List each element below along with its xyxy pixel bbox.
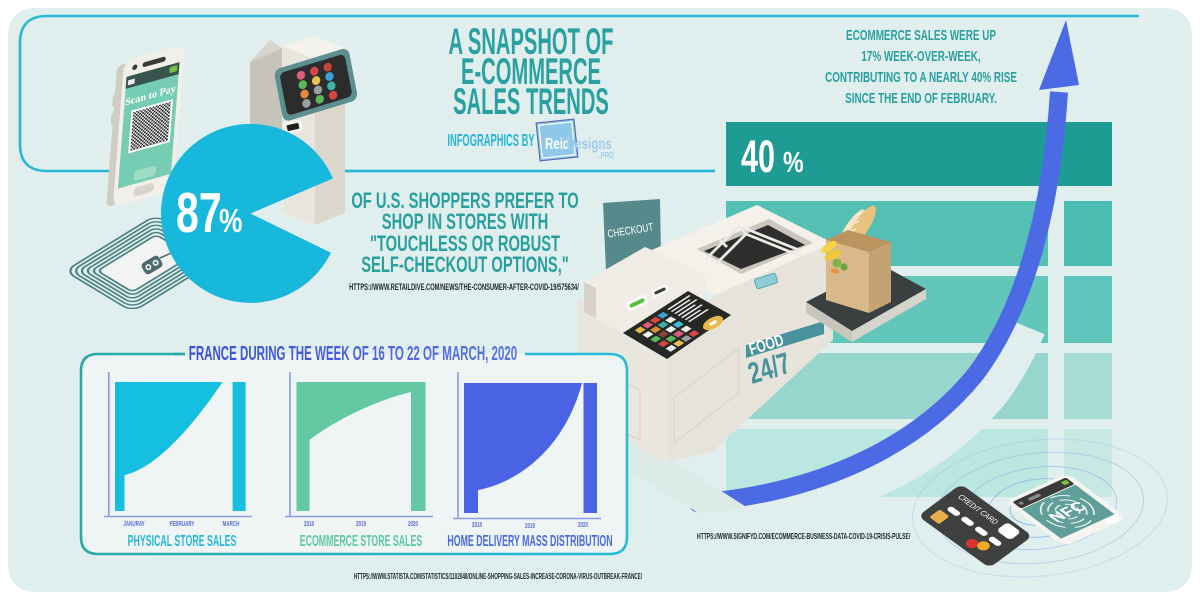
- svg-text:OF U.S. SHOPPERS PREFER TO: OF U.S. SHOPPERS PREFER TO: [351, 188, 578, 213]
- svg-text:MARCH: MARCH: [223, 520, 240, 528]
- svg-text:ECOMMERCE STORE SALES: ECOMMERCE STORE SALES: [300, 531, 423, 550]
- svg-text:ECOMMERCE SALES WERE UP: ECOMMERCE SALES WERE UP: [846, 27, 996, 44]
- svg-text:2020: 2020: [408, 520, 418, 528]
- svg-text:HTTPS://WWW.RETAILDIVE.COM/NEW: HTTPS://WWW.RETAILDIVE.COM/NEWS/THE-CONS…: [349, 282, 579, 293]
- svg-text:2018: 2018: [472, 521, 482, 529]
- svg-text:40: 40: [741, 132, 775, 182]
- svg-text:SINCE THE END OF FEBRUARY.: SINCE THE END OF FEBRUARY.: [845, 90, 997, 107]
- svg-text:E-COMMERCE: E-COMMERCE: [461, 52, 601, 93]
- svg-text:%: %: [219, 203, 242, 239]
- svg-text:17% WEEK-OVER-WEEK,: 17% WEEK-OVER-WEEK,: [861, 48, 980, 65]
- svg-text:"TOUCHLESS OR ROBUST: "TOUCHLESS OR ROBUST: [370, 231, 561, 256]
- svg-text:87: 87: [176, 180, 222, 244]
- svg-text:Reid: Reid: [545, 134, 570, 152]
- svg-text:%: %: [783, 145, 804, 178]
- svg-text:HOME DELIVERY MASS DISTRIBUTIO: HOME DELIVERY MASS DISTRIBUTION: [447, 531, 612, 550]
- svg-text:FEBRUARY: FEBRUARY: [170, 520, 195, 528]
- svg-text:PHYSICAL STORE SALES: PHYSICAL STORE SALES: [128, 531, 237, 550]
- svg-text:JANURAY: JANURAY: [123, 520, 145, 528]
- svg-text:2019: 2019: [525, 522, 535, 530]
- svg-text:A SNAPSHOT OF: A SNAPSHOT OF: [449, 22, 614, 63]
- svg-text:INFOGRAPHICS BY: INFOGRAPHICS BY: [447, 131, 535, 151]
- svg-text:Designs: Designs: [567, 134, 612, 152]
- svg-text:2019: 2019: [356, 520, 366, 528]
- svg-text:SALES TRENDS: SALES TRENDS: [453, 82, 609, 123]
- svg-text:2018: 2018: [304, 520, 314, 528]
- svg-text:SELF-CHECKOUT OPTIONS,": SELF-CHECKOUT OPTIONS,": [361, 252, 569, 277]
- svg-text:HTTPS://WWW.SIGNIFYD.COM/ECOMM: HTTPS://WWW.SIGNIFYD.COM/ECOMMERCE-BUSIN…: [697, 533, 910, 541]
- svg-text:.PRO: .PRO: [599, 150, 614, 160]
- svg-text:2020: 2020: [578, 521, 588, 529]
- svg-text:HTTPS://WWW.STATISTA.COM/STATI: HTTPS://WWW.STATISTA.COM/STATISTICS/1102…: [354, 573, 642, 582]
- svg-text:CONTRIBUTING TO A NEARLY 40% R: CONTRIBUTING TO A NEARLY 40% RISE: [825, 69, 1017, 86]
- svg-text:FRANCE DURING THE WEEK OF 16 T: FRANCE DURING THE WEEK OF 16 TO 22 OF MA…: [189, 343, 517, 365]
- svg-text:SHOP IN STORES WITH: SHOP IN STORES WITH: [382, 209, 548, 234]
